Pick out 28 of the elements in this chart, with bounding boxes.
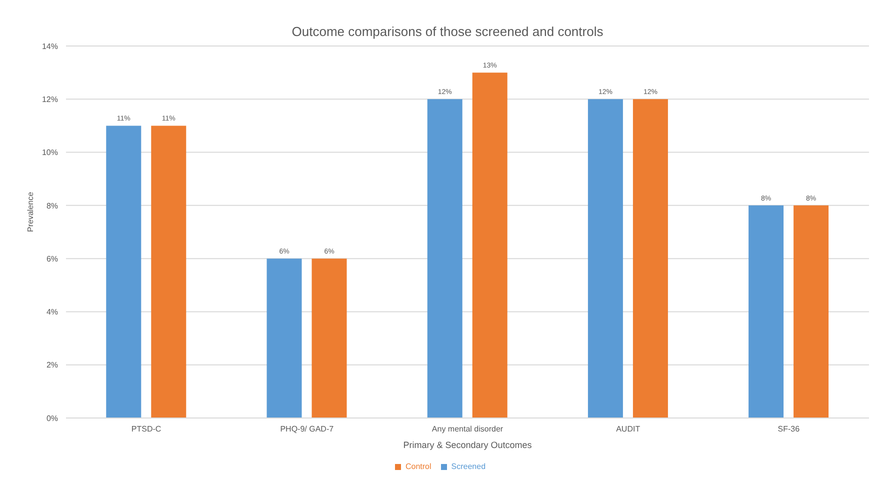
y-tick-label: 12% — [42, 94, 58, 104]
y-tick-label: 2% — [46, 360, 58, 370]
y-tick-label: 8% — [46, 201, 58, 210]
x-tick-label: PTSD-C — [131, 424, 162, 434]
bar — [106, 126, 142, 418]
x-tick-label: AUDIT — [616, 424, 640, 434]
bar — [427, 99, 462, 418]
bar — [748, 205, 784, 418]
chart-title: Outcome comparisons of those screened and controls — [290, 24, 604, 39]
bar — [472, 72, 508, 418]
y-tick-label: 10% — [42, 148, 58, 158]
x-tick-label: PHQ-9/ GAD-7 — [280, 424, 334, 434]
y-tick-label: 6% — [46, 254, 58, 264]
x-axis-title: Primary & Secondary Outcomes — [403, 440, 532, 450]
y-tick-label: 0% — [46, 414, 58, 423]
legend-label: Control — [405, 462, 432, 471]
bar — [794, 205, 829, 418]
y-tick-label: 14% — [42, 42, 58, 51]
legend-label: Screened — [451, 462, 486, 471]
y-tick-label: 4% — [46, 308, 58, 317]
x-tick-label: SF-36 — [778, 424, 800, 434]
x-tick-label: Any mental disorder — [432, 424, 504, 434]
bar — [151, 126, 186, 418]
bar — [632, 99, 668, 418]
bar — [312, 258, 347, 418]
bar — [588, 99, 623, 418]
bar — [266, 258, 302, 418]
y-axis-title: Prevalence — [26, 191, 35, 232]
